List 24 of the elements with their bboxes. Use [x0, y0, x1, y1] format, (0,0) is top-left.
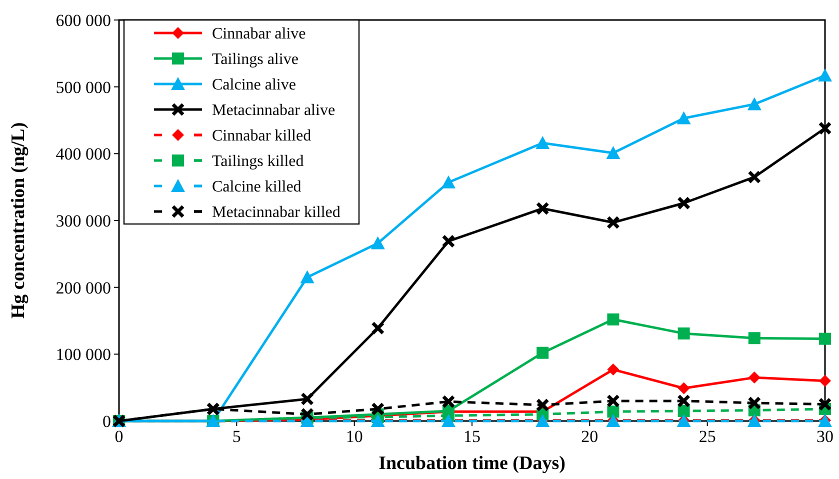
legend-label: Calcine alive	[212, 76, 296, 94]
y-tick-label: 600 000	[56, 10, 111, 30]
y-axis-title: Hg concentration (ng/L)	[8, 122, 29, 319]
legend-label: Cinnabar alive	[212, 26, 306, 43]
x-tick-label: 0	[114, 427, 124, 446]
x-tick-label: 10	[346, 427, 363, 446]
y-tick-label: 100 000	[56, 345, 111, 364]
x-tick-label: 25	[698, 427, 716, 446]
legend-label: Tailings alive	[212, 51, 298, 68]
legend-label: Metacinnabar killed	[212, 204, 340, 222]
x-tick-label: 20	[581, 427, 598, 446]
x-tick-label: 30	[816, 427, 834, 446]
y-tick-label: 400 000	[56, 144, 111, 164]
y-tick-label: 300 000	[56, 211, 111, 230]
y-tick-label: 200 000	[56, 278, 111, 298]
legend-label: Tailings killed	[212, 153, 304, 170]
x-tick-label: 5	[232, 427, 241, 446]
x-axis-title: Incubation time (Days)	[378, 453, 566, 474]
y-tick-label: 500 000	[56, 78, 111, 97]
legend-label: Metacinnabar alive	[212, 102, 336, 120]
y-tick-label: 0	[102, 412, 111, 431]
legend-label: Cinnabar killed	[212, 128, 312, 145]
legend-label: Calcine killed	[212, 178, 302, 196]
x-tick-label: 15	[464, 427, 480, 446]
